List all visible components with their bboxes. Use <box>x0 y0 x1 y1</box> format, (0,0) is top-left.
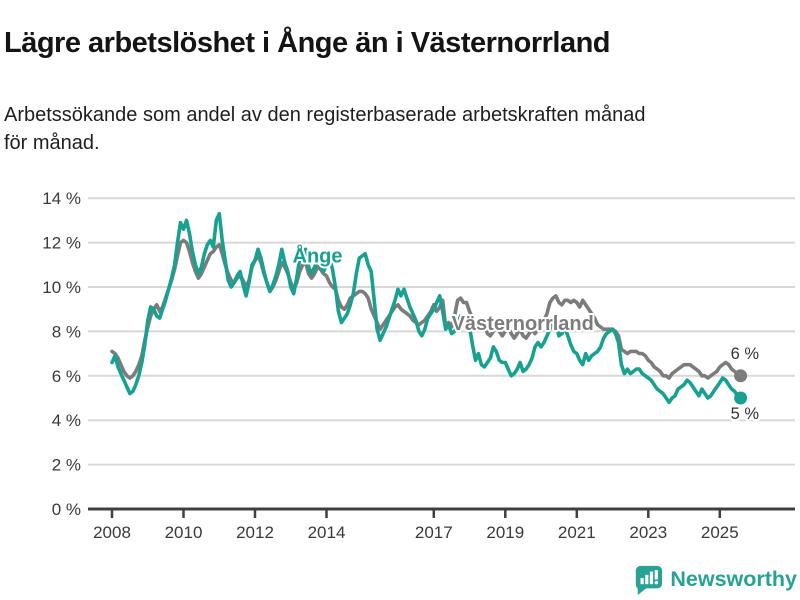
y-tick-label: 6 % <box>52 367 81 386</box>
series-end-value-vasternorrland: 6 % <box>731 345 760 363</box>
newsworthy-brand-text: Newsworthy <box>670 567 797 591</box>
x-tick-label: 2025 <box>701 523 739 542</box>
x-tick-label: 2014 <box>308 523 346 542</box>
x-tick-label: 2008 <box>93 523 131 542</box>
y-tick-label: 8 % <box>52 322 81 341</box>
newsworthy-logo-icon <box>636 565 663 595</box>
series-line-vasternorrland <box>110 238 743 380</box>
x-tick-label: 2023 <box>629 523 667 542</box>
y-tick-label: 14 % <box>42 189 81 208</box>
y-tick-label: 12 % <box>42 234 81 253</box>
chart-subtitle: Arbetssökande som andel av den registerb… <box>4 104 646 154</box>
y-tick-label: 10 % <box>42 278 81 297</box>
y-tick-label: 2 % <box>52 456 81 475</box>
newsworthy-logo[interactable]: Newsworthy <box>633 564 797 595</box>
y-tick-label: 4 % <box>52 411 81 430</box>
series-line-ange <box>110 211 743 405</box>
x-tick-label: 2019 <box>486 523 524 542</box>
series-end-dot-ange <box>734 391 748 405</box>
page-title: Lägre arbetslöshet i Ånge än i Västernor… <box>4 27 611 60</box>
series-end-value-ange: 5 % <box>731 405 760 423</box>
x-tick-label: 2021 <box>558 523 596 542</box>
series-end-dot-vasternorrland <box>734 369 748 383</box>
x-tick-label: 2010 <box>165 523 203 542</box>
x-tick-label: 2017 <box>415 523 453 542</box>
x-tick-label: 2012 <box>236 523 274 542</box>
series-label-vasternorrland: Västernorrland <box>452 313 594 335</box>
series-label-ange: Ånge <box>293 244 343 268</box>
y-tick-label: 0 % <box>52 500 81 519</box>
